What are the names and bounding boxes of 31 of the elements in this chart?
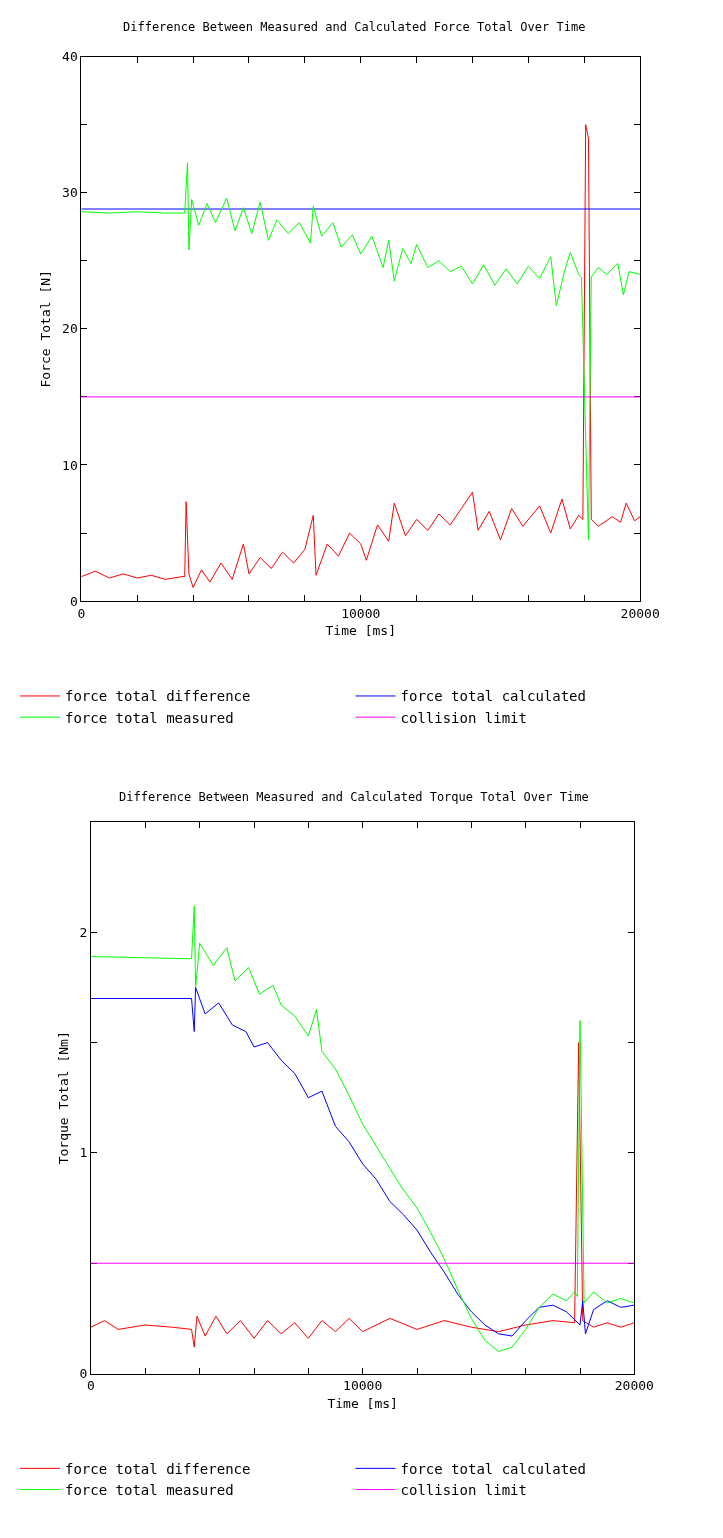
y-tick-label: 0 xyxy=(69,593,78,609)
x-axis-title: Time [ms] xyxy=(325,623,396,639)
chart-title: Difference Between Measured and Calculated Force Total Over Time xyxy=(123,20,586,34)
chart-title: Difference Between Measured and Calculated Torque Total Over Time xyxy=(119,790,589,804)
y-axis-title: Force Total [N] xyxy=(38,270,54,388)
line-series xyxy=(81,124,641,589)
y-tick-label: 1 xyxy=(79,1145,88,1161)
legend-label: collision limit xyxy=(400,1482,527,1499)
legend-label: force total difference xyxy=(65,688,251,705)
y-tick-label: 0 xyxy=(79,1366,88,1382)
y-axis-title: Torque Total [Nm] xyxy=(55,1031,71,1165)
legend-label: force total measured xyxy=(65,709,234,726)
y-tick-label: 10 xyxy=(62,457,78,473)
x-tick-label: 20000 xyxy=(614,1378,654,1394)
y-tick-label: 20 xyxy=(62,321,78,337)
y-tick-label: 40 xyxy=(62,49,78,65)
y-tick-label: 2 xyxy=(79,924,88,940)
x-axis-title: Time [ms] xyxy=(327,1395,398,1411)
line-series xyxy=(91,1042,635,1348)
legend-label: force total calculated xyxy=(400,1460,586,1477)
line-series xyxy=(91,986,635,1337)
x-tick-label: 10000 xyxy=(341,605,381,621)
legend-label: force total measured xyxy=(65,1482,234,1499)
x-tick-label: 10000 xyxy=(343,1378,383,1394)
legend-label: force total calculated xyxy=(400,688,586,705)
y-tick-label: 30 xyxy=(62,185,78,201)
legend-label: collision limit xyxy=(400,709,527,726)
x-tick-label: 20000 xyxy=(620,605,660,621)
legend-label: force total difference xyxy=(65,1460,251,1477)
line-series xyxy=(81,162,641,541)
line-series xyxy=(91,905,635,1352)
